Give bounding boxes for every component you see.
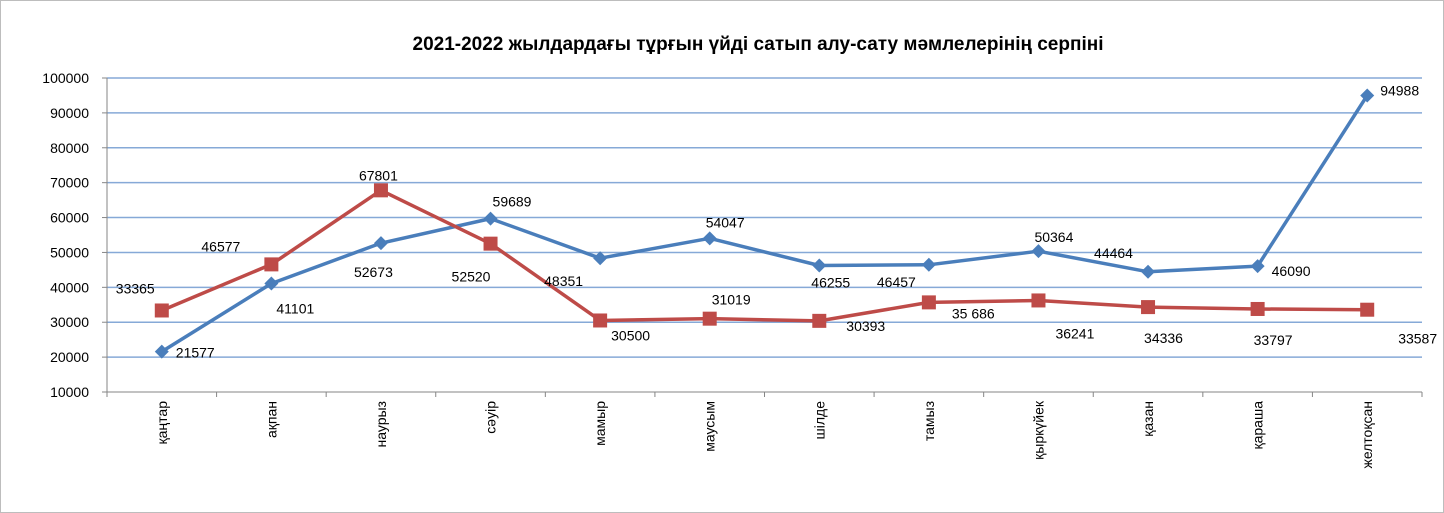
- x-tick-label: қазан: [1140, 401, 1156, 437]
- data-label: 46255: [811, 275, 850, 291]
- data-point-diamond: [593, 251, 608, 266]
- data-label: 52520: [452, 269, 491, 285]
- data-label: 44464: [1094, 245, 1133, 261]
- data-point-square: [154, 303, 169, 318]
- data-labels: 21577 41101 52673 59689 48351 54047 46255 46457…: [116, 82, 1438, 360]
- series-line-2: [161, 188, 1368, 323]
- axes: [106, 78, 1422, 393]
- series-line-1: [160, 94, 1369, 354]
- data-point-diamond: [702, 231, 717, 246]
- data-label: 59689: [493, 194, 532, 210]
- data-point-diamond: [154, 344, 169, 359]
- data-label: 33797: [1254, 332, 1293, 348]
- x-tick-label: мамыр: [592, 401, 608, 446]
- y-axis-ticks: 10000 20000 30000 40000 50000 60000 70000 80000…: [42, 70, 107, 400]
- data-point-square: [373, 183, 388, 198]
- data-point-square: [921, 295, 936, 310]
- data-label: 35 686: [952, 305, 995, 321]
- data-point-diamond: [1250, 259, 1265, 274]
- data-label: 46577: [201, 238, 240, 254]
- x-tick-label: желтоқсан: [1359, 401, 1375, 469]
- x-tick-label: тамыз: [921, 401, 937, 441]
- data-label: 52673: [354, 264, 393, 280]
- y-tick-label: 10000: [50, 384, 89, 400]
- data-point-diamond: [812, 258, 827, 273]
- data-point-square: [483, 236, 498, 251]
- x-tick-label: қараша: [1250, 401, 1266, 450]
- data-point-diamond: [1141, 264, 1156, 279]
- x-tick-label: шілде: [811, 401, 827, 440]
- y-tick-label: 100000: [42, 70, 89, 86]
- data-point-diamond: [483, 211, 498, 226]
- data-label: 36241: [1055, 325, 1094, 341]
- y-tick-label: 50000: [50, 244, 89, 260]
- y-tick-label: 30000: [50, 314, 89, 330]
- data-point-diamond: [921, 257, 936, 272]
- y-tick-label: 40000: [50, 279, 89, 295]
- data-label: 67801: [359, 167, 398, 183]
- data-label: 48351: [544, 273, 583, 289]
- data-label: 33365: [116, 280, 155, 296]
- data-point-square: [702, 311, 717, 326]
- data-label: 46457: [877, 274, 916, 290]
- y-tick-label: 90000: [50, 105, 89, 121]
- data-label: 21577: [176, 345, 215, 361]
- y-tick-label: 80000: [50, 140, 89, 156]
- y-tick-label: 20000: [50, 349, 89, 365]
- data-label: 46090: [1272, 263, 1311, 279]
- data-label: 30500: [611, 327, 650, 343]
- data-point-square: [593, 313, 608, 328]
- x-axis-ticks: қаңтар ақпан наурыз сәуір мамыр маусым шілде та…: [106, 392, 1423, 469]
- data-point-diamond: [373, 236, 388, 251]
- data-point-square: [812, 313, 827, 328]
- data-label: 33587: [1398, 331, 1437, 347]
- chart-title: 2021-2022 жылдардағы тұрғын үйді сатып а…: [413, 34, 1104, 55]
- x-tick-label: маусым: [702, 401, 718, 452]
- data-label: 94988: [1380, 82, 1419, 98]
- x-tick-label: қаңтар: [154, 401, 170, 445]
- gridlines: [107, 77, 1422, 358]
- data-label: 54047: [706, 214, 745, 230]
- data-point-square: [264, 257, 279, 272]
- y-tick-label: 60000: [50, 210, 89, 226]
- data-point-diamond: [1031, 244, 1046, 259]
- data-label: 34336: [1144, 330, 1183, 346]
- data-point-square: [1360, 302, 1375, 317]
- x-tick-label: қыркүйек: [1030, 400, 1046, 460]
- y-tick-label: 70000: [50, 175, 89, 191]
- x-tick-label: наурыз: [373, 401, 389, 447]
- data-label: 50364: [1034, 229, 1073, 245]
- data-point-square: [1141, 300, 1156, 315]
- x-tick-label: ақпан: [263, 401, 279, 438]
- data-point-square: [1250, 301, 1265, 316]
- data-point-diamond: [1360, 88, 1375, 103]
- data-point-square: [1031, 293, 1046, 308]
- data-point-diamond: [264, 276, 279, 291]
- data-label: 41101: [276, 300, 314, 316]
- series-layer: [154, 88, 1375, 359]
- data-label: 30393: [846, 318, 885, 334]
- x-tick-label: сәуір: [483, 401, 499, 434]
- data-label: 31019: [712, 292, 751, 308]
